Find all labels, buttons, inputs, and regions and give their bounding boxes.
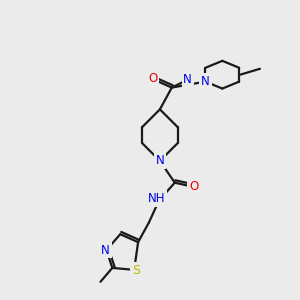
Text: N: N [183,73,192,86]
Text: O: O [148,72,158,85]
Text: N: N [101,244,110,256]
Text: O: O [189,180,198,193]
Text: NH: NH [148,192,166,205]
Text: S: S [132,264,140,278]
Text: N: N [155,154,164,167]
Text: N: N [201,75,210,88]
